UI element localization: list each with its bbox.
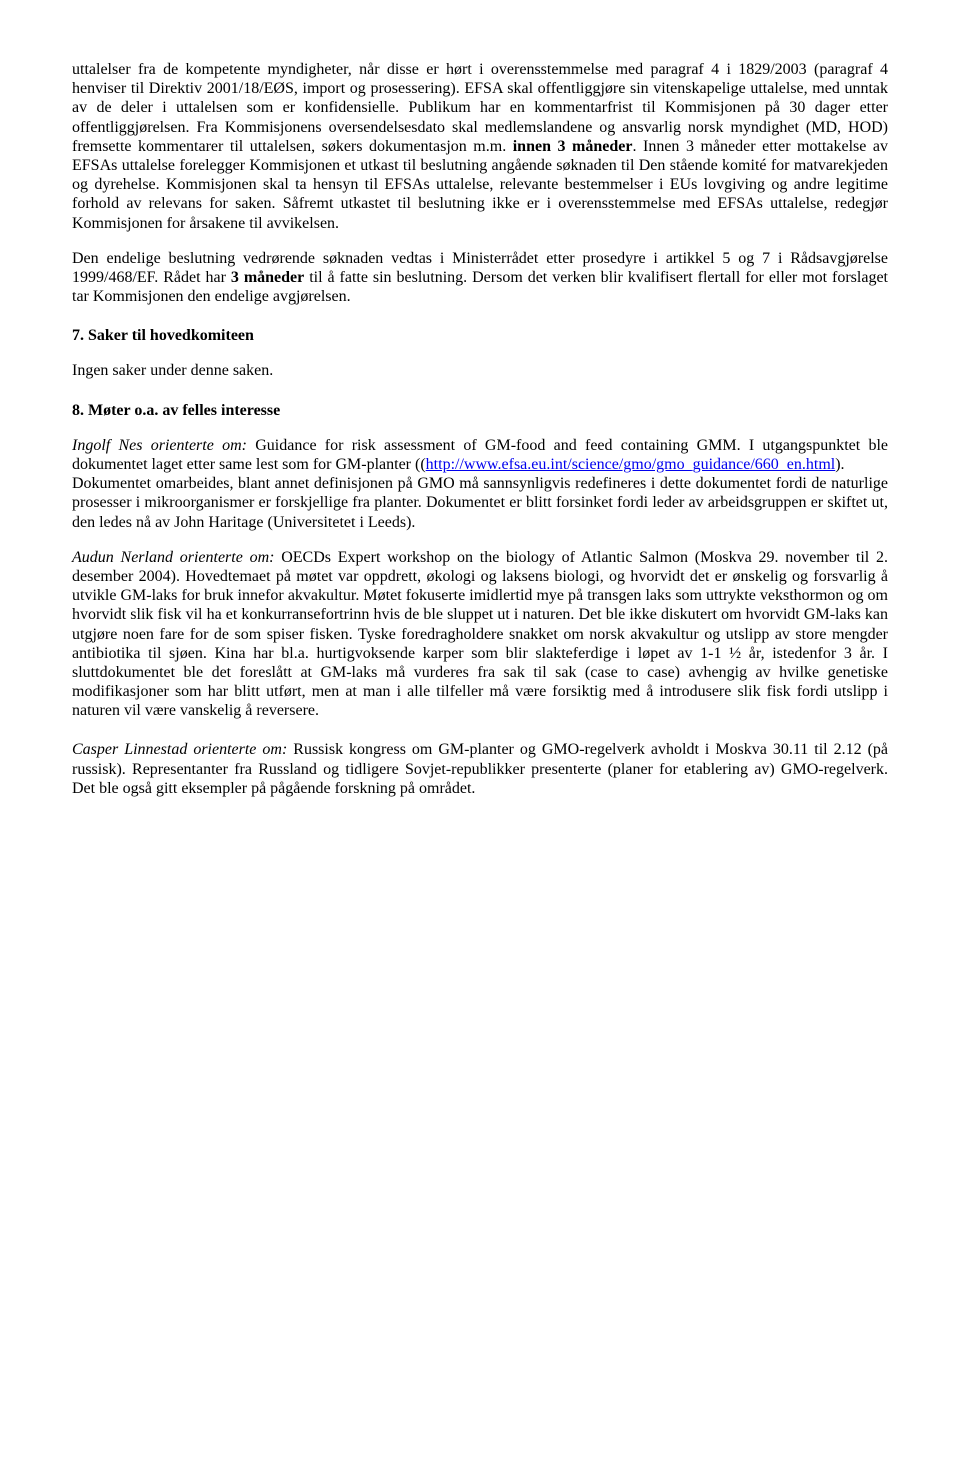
paragraph-6-italic: Audun Nerland orienterte om: bbox=[72, 549, 274, 566]
paragraph-2-bold-1: 3 måneder bbox=[231, 269, 304, 286]
paragraph-5-text: Dokumentet omarbeides, blant annet defin… bbox=[72, 475, 888, 530]
paragraph-4-italic: Ingolf Nes orienterte om: bbox=[72, 437, 247, 454]
paragraph-1: uttalelser fra de kompetente myndigheter… bbox=[72, 60, 888, 233]
paragraph-7: Casper Linnestad orienterte om: Russisk … bbox=[72, 740, 888, 798]
paragraph-3: Ingen saker under denne saken. bbox=[72, 361, 888, 380]
heading-8: 8. Møter o.a. av felles interesse bbox=[72, 401, 888, 420]
paragraph-7-italic: Casper Linnestad orienterte om: bbox=[72, 741, 287, 758]
paragraph-4-5: Ingolf Nes orienterte om: Guidance for r… bbox=[72, 436, 888, 532]
paragraph-2: Den endelige beslutning vedrørende søkna… bbox=[72, 249, 888, 307]
paragraph-4-text-2: ). bbox=[835, 456, 844, 473]
efsa-link[interactable]: http://www.efsa.eu.int/science/gmo/gmo_g… bbox=[426, 456, 836, 473]
paragraph-1-bold-1: innen 3 måneder bbox=[513, 138, 633, 155]
paragraph-6: Audun Nerland orienterte om: OECDs Exper… bbox=[72, 548, 888, 721]
heading-7: 7. Saker til hovedkomiteen bbox=[72, 326, 888, 345]
paragraph-6-text: OECDs Expert workshop on the biology of … bbox=[72, 549, 888, 720]
